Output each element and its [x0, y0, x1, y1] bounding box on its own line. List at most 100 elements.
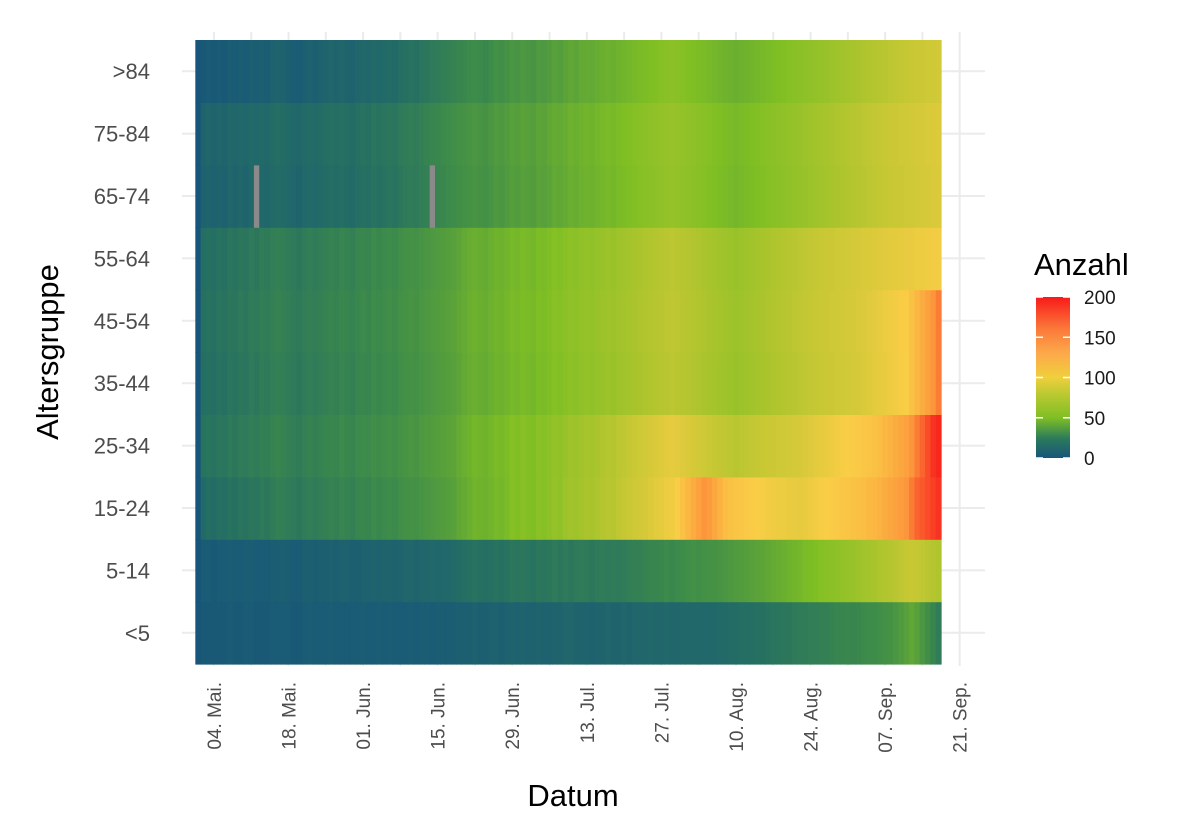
heatmap-cell	[514, 40, 521, 103]
heatmap-cell	[285, 102, 292, 166]
heatmap-cell	[291, 414, 298, 478]
heatmap-cell	[850, 102, 857, 166]
heatmap-cell	[621, 352, 628, 415]
heatmap-cell	[216, 289, 223, 353]
heatmap-cell	[775, 601, 782, 665]
heatmap-cell	[738, 476, 745, 540]
heatmap-cell	[818, 164, 825, 228]
heatmap-cell	[696, 414, 702, 478]
heatmap-cell	[914, 601, 921, 665]
heatmap-cell	[472, 539, 479, 603]
heatmap-cell	[898, 414, 905, 478]
heatmap-cell	[392, 352, 399, 415]
heatmap-cell	[301, 40, 308, 103]
heatmap-cell	[221, 40, 228, 103]
heatmap-cell	[307, 601, 314, 665]
heatmap-cell	[307, 102, 314, 166]
heatmap-cell	[573, 414, 580, 478]
heatmap-cell	[520, 102, 527, 166]
heatmap-cell	[797, 352, 804, 415]
legend-tick-label: 200	[1084, 288, 1116, 309]
heatmap-cell	[658, 414, 665, 478]
heatmap-cell	[653, 289, 660, 353]
heatmap-cell	[232, 164, 239, 228]
heatmap-cell	[376, 414, 383, 478]
heatmap-cell	[600, 164, 607, 228]
heatmap-cell	[552, 476, 559, 540]
heatmap-cell	[397, 102, 404, 166]
heatmap-cell	[440, 539, 447, 603]
heatmap-cell	[456, 40, 463, 103]
heatmap-cell	[403, 289, 409, 353]
heatmap-cell	[626, 352, 633, 415]
heatmap-cell	[450, 601, 457, 665]
heatmap-cell	[280, 539, 287, 603]
heatmap-cell	[845, 227, 852, 291]
heatmap-cell	[642, 227, 649, 291]
heatmap-cell	[887, 102, 894, 166]
heatmap-cells	[195, 40, 942, 665]
heatmap-cell	[504, 102, 511, 166]
heatmap-cell	[621, 601, 628, 665]
heatmap-cell	[610, 352, 617, 415]
heatmap-cell	[419, 227, 425, 291]
heatmap-cell	[328, 289, 335, 353]
heatmap-cell	[855, 102, 862, 166]
x-tick-label: 01. Jun.	[354, 682, 375, 750]
heatmap-cell	[365, 227, 372, 291]
heatmap-cell	[850, 414, 857, 478]
heatmap-cell	[429, 476, 436, 540]
heatmap-cell	[514, 539, 521, 603]
heatmap-cell	[392, 476, 399, 540]
heatmap-cell	[754, 601, 761, 665]
heatmap-cell	[514, 352, 521, 415]
heatmap-cell	[413, 601, 420, 665]
heatmap-cell	[584, 601, 591, 665]
heatmap-cell	[594, 476, 601, 540]
heatmap-cell	[903, 40, 910, 103]
heatmap-cell	[919, 227, 926, 291]
heatmap-cell	[205, 414, 212, 478]
heatmap-cell	[450, 164, 457, 228]
heatmap-cell	[216, 476, 223, 540]
heatmap-cell	[759, 352, 766, 415]
heatmap-cell	[312, 601, 319, 665]
heatmap-cell	[717, 289, 724, 353]
heatmap-cell	[328, 476, 335, 540]
heatmap-cell	[717, 476, 724, 540]
heatmap-cell	[626, 289, 633, 353]
heatmap-cell	[408, 414, 415, 478]
heatmap-cell	[291, 539, 298, 603]
heatmap-cell	[733, 289, 740, 353]
heatmap-cell	[387, 539, 393, 603]
heatmap-cell	[722, 352, 729, 415]
heatmap-cell	[887, 539, 894, 603]
heatmap-cell	[696, 352, 702, 415]
heatmap-cell	[275, 289, 282, 353]
heatmap-cell	[871, 227, 878, 291]
heatmap-cell	[195, 289, 202, 353]
heatmap-cell	[536, 102, 543, 166]
heatmap-cell	[307, 289, 314, 353]
heatmap-cell	[637, 539, 644, 603]
heatmap-cell	[600, 601, 607, 665]
heatmap-cell	[509, 414, 516, 478]
y-tick-label: >84	[113, 59, 150, 84]
heatmap-cell	[221, 476, 228, 540]
heatmap-cell	[658, 40, 665, 103]
heatmap-cell	[616, 601, 623, 665]
heatmap-cell	[280, 102, 287, 166]
heatmap-cell	[925, 227, 931, 291]
heatmap-cell	[227, 227, 234, 291]
heatmap-cell	[754, 40, 761, 103]
heatmap-cell	[616, 102, 623, 166]
heatmap-cell	[259, 289, 266, 353]
heatmap-cell	[786, 601, 793, 665]
heatmap-cell	[594, 601, 601, 665]
heatmap-cell	[520, 227, 527, 291]
heatmap-cell	[323, 227, 330, 291]
heatmap-cell	[664, 289, 670, 353]
heatmap-cell	[488, 289, 495, 353]
heatmap-cell	[733, 601, 740, 665]
heatmap-cell	[296, 352, 303, 415]
